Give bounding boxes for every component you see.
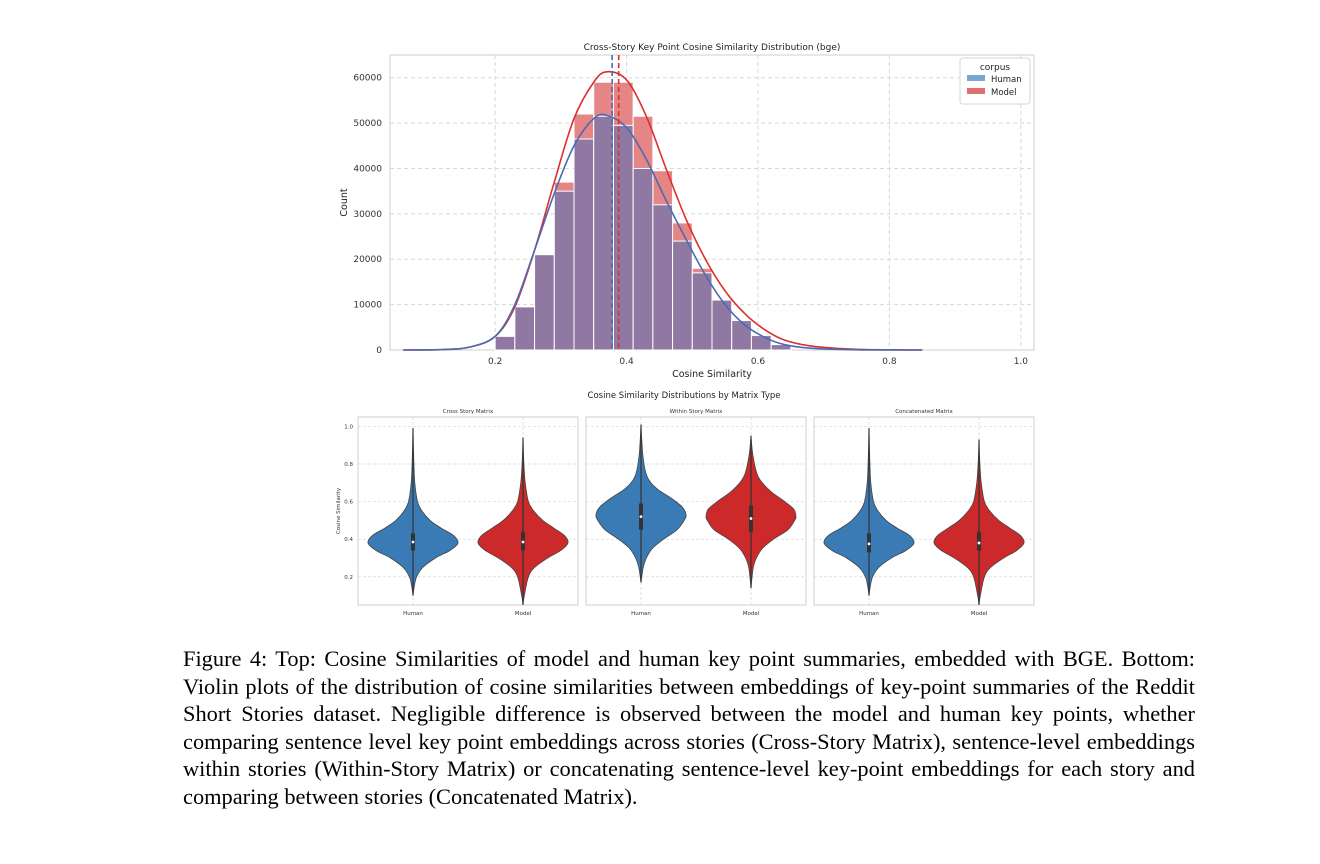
histogram-y-axis-label: Count (339, 188, 350, 216)
histogram-bar-human (593, 115, 614, 351)
violin-y-tick-label: 0.4 (344, 537, 353, 543)
histogram-x-tick-label: 0.2 (488, 357, 502, 367)
violin-panel-title: Concatenated Matrix (895, 409, 953, 415)
histogram-y-tick-label: 30000 (353, 210, 382, 220)
histogram-y-tick-label: 60000 (353, 74, 382, 84)
violin-x-tick-label: Model (743, 611, 760, 617)
histogram-chart: 0.2 0.4 0.6 0.8 1.0 0 10000 20000 30000 40000 5000… (339, 43, 1035, 380)
violin-y-tick-label: 0.2 (344, 575, 353, 581)
violin-panel: 0.2 0.4 0.6 0.8 1.0 Cross Story Matrix Human Mo… (344, 409, 579, 617)
legend-swatch-model (967, 88, 985, 94)
histogram-y-tick-label: 40000 (353, 164, 382, 174)
violin-x-tick-label: Model (515, 611, 532, 617)
histogram-y-tick-label: 50000 (353, 119, 382, 129)
histogram-bar-human (534, 254, 555, 351)
histogram-bar-human (553, 190, 575, 351)
figure-caption: Figure 4: Top: Cosine Similarities of mo… (183, 646, 1195, 809)
kde-curve-human (403, 113, 923, 351)
violin-x-tick-label: Human (859, 611, 879, 617)
histogram-bar-human (770, 344, 792, 351)
violin-iqr-box (977, 531, 981, 551)
violin-frame (585, 416, 807, 606)
histogram-bar-human (672, 240, 693, 351)
histogram-bar-human (573, 138, 595, 351)
violin-median (411, 540, 415, 544)
histogram-title: Cross-Story Key Point Cosine Similarity … (584, 43, 841, 53)
kde-curve-model (403, 70, 923, 351)
violin-panel: Within Story Matrix Human Model (585, 409, 807, 617)
histogram-y-tick-label: 20000 (353, 255, 382, 265)
violin-plot-area (358, 417, 578, 605)
histogram-bar-human (691, 272, 713, 351)
violin-suptitle: Cosine Similarity Distributions by Matri… (588, 391, 781, 401)
violin-median (521, 540, 525, 544)
histogram-x-tick-label: 0.4 (619, 357, 634, 367)
violin-median (639, 515, 643, 519)
violin-y-tick-label: 1.0 (344, 424, 353, 430)
histogram-bar-human (632, 167, 654, 351)
histogram-legend: corpus Human Model (959, 57, 1031, 105)
violin-y-axis-label: Cosine Similarity (336, 487, 342, 534)
figure: 0.2 0.4 0.6 0.8 1.0 0 10000 20000 30000 40000 5000… (336, 43, 1035, 617)
histogram-bar-human (514, 306, 536, 351)
violin-frame (357, 416, 579, 606)
violin-x-tick-label: Human (631, 611, 651, 617)
histogram-bar-human (731, 320, 752, 351)
histogram-bar-human (494, 335, 516, 351)
violin-y-tick-label: 0.8 (344, 462, 353, 468)
violin-median (867, 542, 871, 546)
histogram-bar-human (711, 299, 733, 351)
violin-plot-area (814, 417, 1034, 605)
legend-label-model: Model (991, 88, 1017, 98)
violin-y-tick-label: 0.6 (344, 500, 353, 506)
histogram-x-tick-label: 1.0 (1014, 357, 1029, 367)
violin-median (749, 517, 753, 520)
histogram-bar-human (652, 204, 674, 351)
legend-title: corpus (980, 63, 1011, 73)
violin-median (977, 541, 981, 545)
violin-frame (813, 416, 1035, 606)
violin-panel-title: Within Story Matrix (670, 409, 724, 415)
violin-chart: Cosine Similarity Distributions by Matri… (336, 391, 1035, 617)
histogram-y-tick-label: 0 (376, 346, 382, 356)
legend-label-human: Human (991, 75, 1022, 85)
histogram-y-tick-label: 10000 (353, 301, 382, 311)
violin-panel: Concatenated Matrix Human Model (813, 409, 1035, 617)
violin-x-tick-label: Human (403, 611, 423, 617)
histogram-x-tick-label: 0.6 (751, 357, 766, 367)
histogram-x-axis-label: Cosine Similarity (672, 369, 752, 380)
histogram-x-tick-label: 0.8 (882, 357, 897, 367)
histogram-bar-human (612, 124, 634, 351)
violin-panel-title: Cross Story Matrix (443, 409, 494, 415)
violin-x-tick-label: Model (971, 611, 988, 617)
legend-swatch-human (967, 75, 985, 81)
histogram-bar-human (750, 334, 772, 351)
